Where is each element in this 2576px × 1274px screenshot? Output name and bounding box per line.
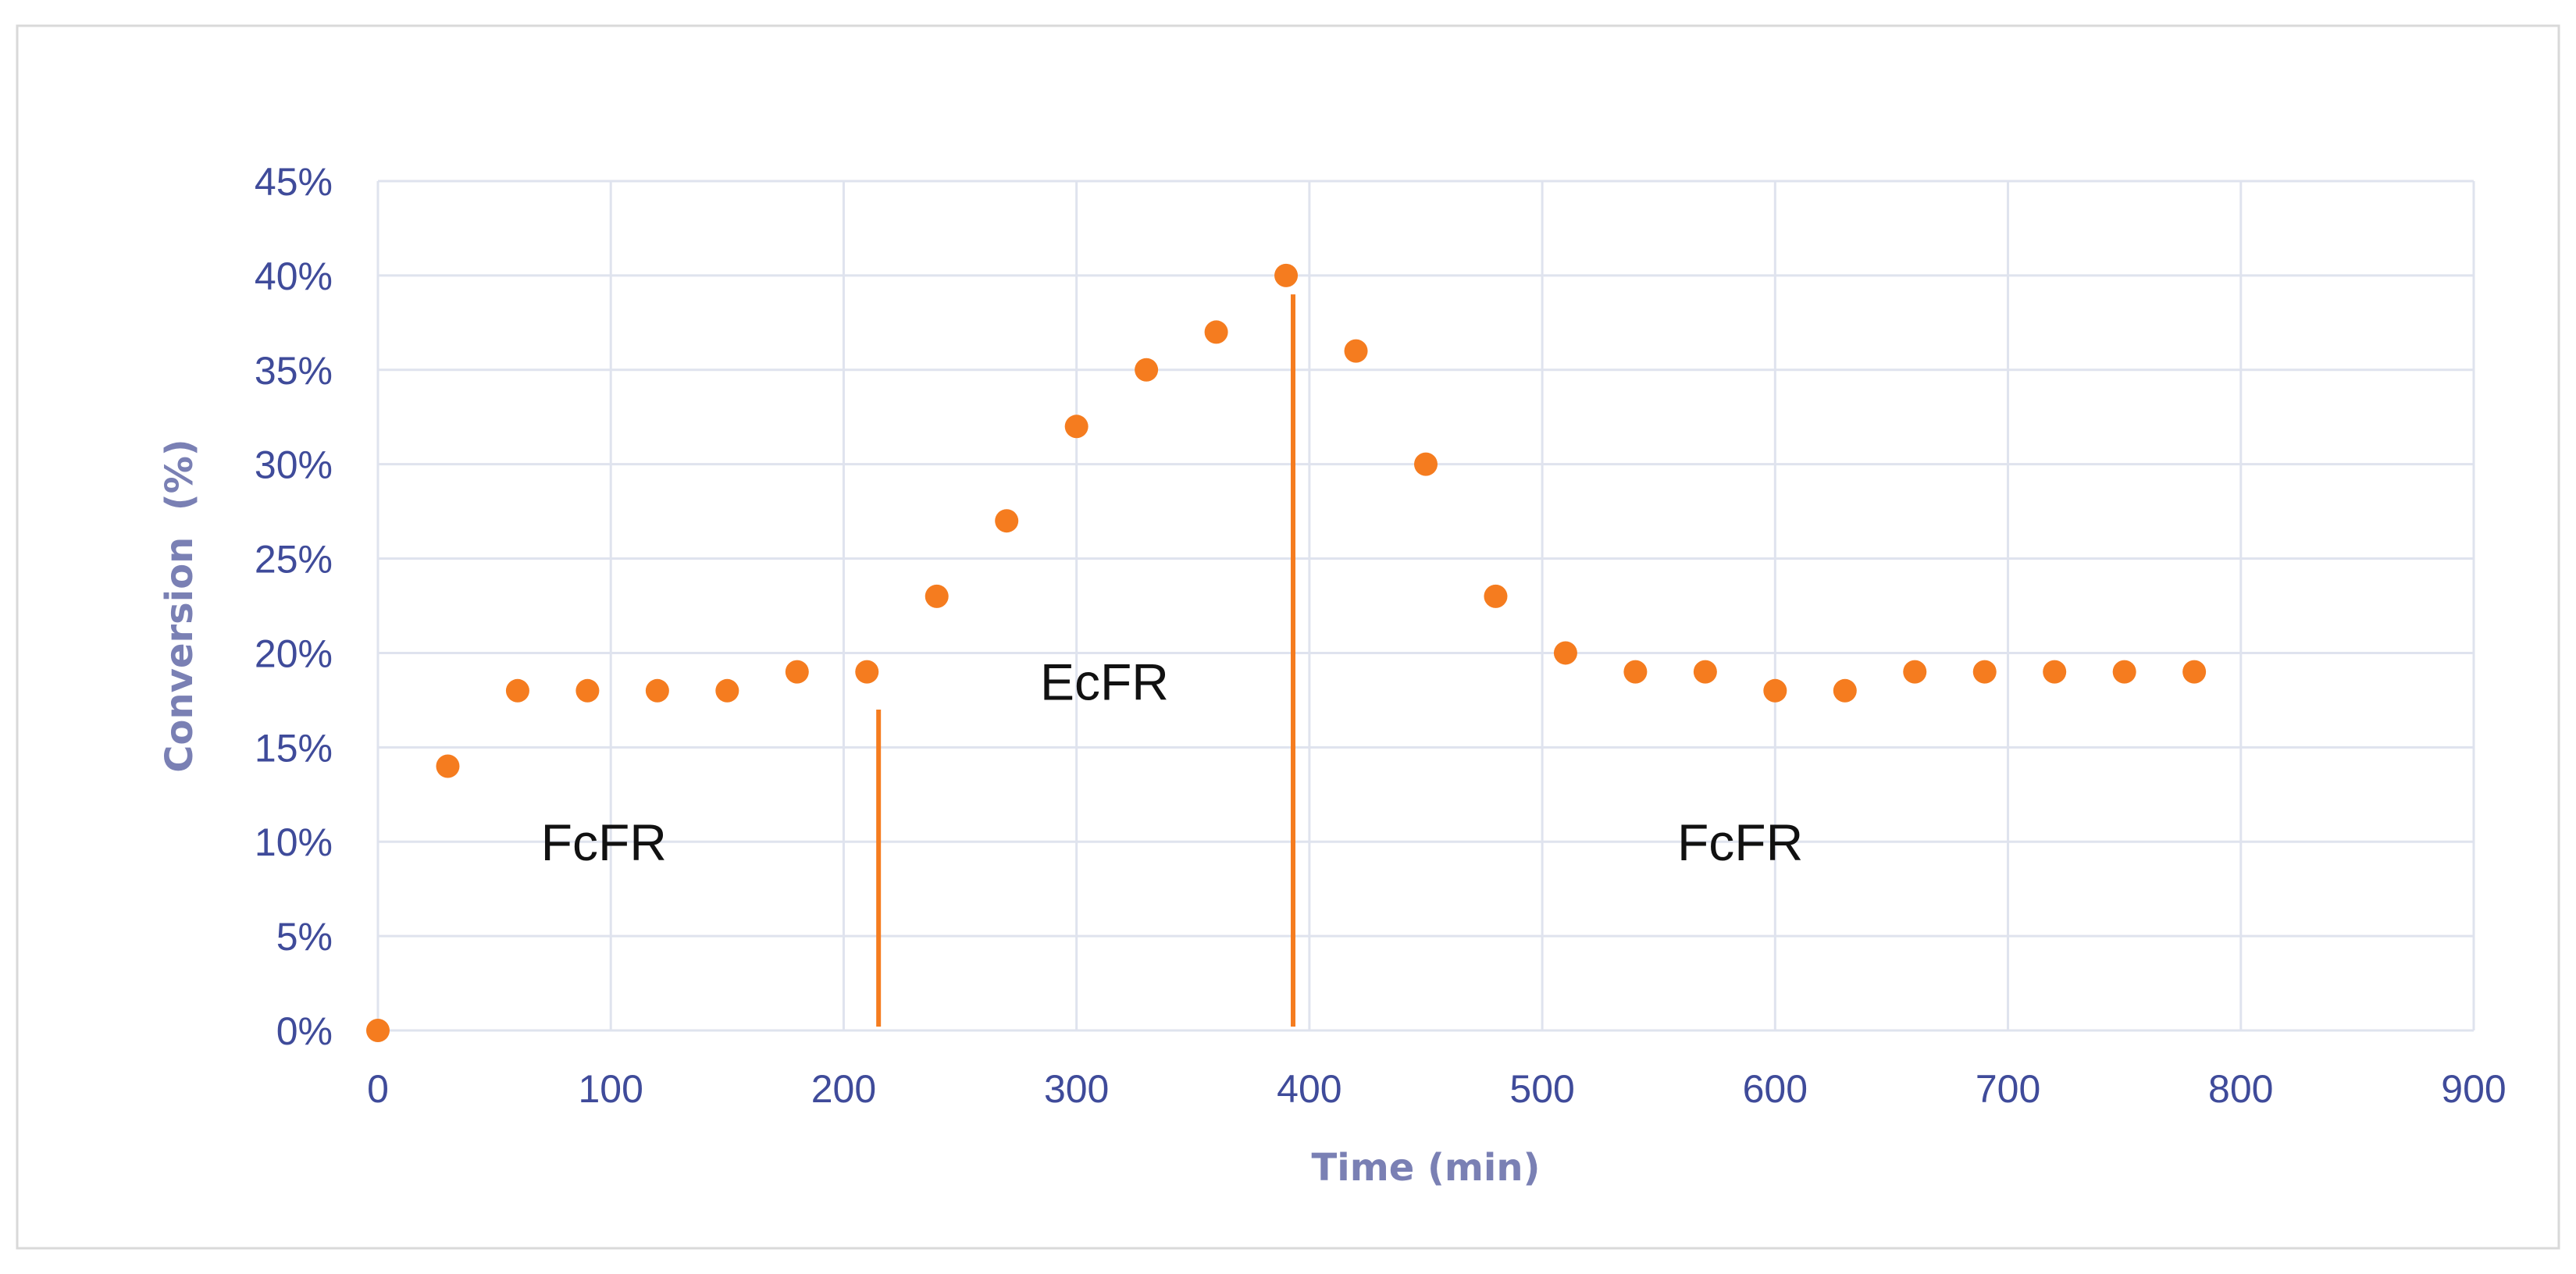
data-point — [366, 1019, 390, 1042]
data-points — [366, 263, 2207, 1042]
y-tick-label: 0% — [276, 1009, 333, 1053]
y-tick-label: 10% — [255, 820, 333, 864]
data-point — [925, 584, 949, 608]
x-tick-label: 0 — [367, 1067, 389, 1111]
x-tick-label: 300 — [1044, 1067, 1109, 1111]
y-tick-label: 35% — [255, 349, 333, 393]
y-axis-title: Conversion (%) — [158, 439, 201, 772]
data-point — [1693, 660, 1717, 684]
y-tick-label: 40% — [255, 254, 333, 298]
data-point — [645, 678, 669, 703]
data-point — [1972, 660, 1997, 684]
phase-label: FcFR — [541, 813, 667, 871]
x-tick-label: 700 — [1976, 1067, 2040, 1111]
x-tick-label: 800 — [2208, 1067, 2273, 1111]
y-axis-ticks: 0% 5% 10% 15% 20% 25% 30% 35% 40% 45% — [255, 160, 333, 1053]
data-point — [1623, 660, 1648, 684]
x-axis-title: Time (min) — [1312, 1146, 1541, 1190]
data-point — [1064, 415, 1088, 439]
data-point — [1135, 358, 1159, 382]
annotations: FcFR EcFR FcFR — [541, 653, 1804, 872]
data-point — [1763, 678, 1787, 703]
phase-label: EcFR — [1040, 653, 1169, 711]
y-tick-label: 30% — [255, 443, 333, 487]
x-tick-label: 100 — [579, 1067, 643, 1111]
x-tick-label: 600 — [1743, 1067, 1808, 1111]
data-point — [715, 678, 739, 703]
y-tick-label: 5% — [276, 915, 333, 959]
y-tick-label: 20% — [255, 632, 333, 675]
data-point — [1274, 263, 1299, 287]
y-tick-label: 25% — [255, 538, 333, 582]
chart-frame — [16, 24, 2560, 1250]
data-point — [2112, 660, 2136, 684]
data-point — [2182, 660, 2207, 684]
y-tick-label: 45% — [255, 160, 333, 204]
data-point — [1833, 678, 1857, 703]
x-tick-label: 400 — [1277, 1067, 1341, 1111]
data-point — [1344, 339, 1368, 363]
x-tick-label: 500 — [1509, 1067, 1574, 1111]
phase-label: FcFR — [1677, 813, 1803, 871]
x-axis-ticks: 0 100 200 300 400 500 600 700 800 900 — [367, 1067, 2507, 1111]
phase-markers — [876, 294, 1296, 1027]
grid — [376, 180, 2475, 1032]
data-point — [436, 754, 460, 778]
data-point — [1204, 320, 1228, 344]
data-point — [2043, 660, 2067, 684]
data-point — [1414, 452, 1438, 476]
data-point — [1903, 660, 1927, 684]
data-point — [505, 678, 529, 703]
data-point — [995, 509, 1019, 533]
y-tick-label: 15% — [255, 726, 333, 770]
data-point — [575, 678, 600, 703]
data-point — [1484, 584, 1508, 608]
data-point — [855, 660, 879, 684]
data-point — [1553, 641, 1577, 665]
data-point — [785, 660, 809, 684]
x-tick-label: 200 — [811, 1067, 876, 1111]
x-tick-label: 900 — [2441, 1067, 2506, 1111]
